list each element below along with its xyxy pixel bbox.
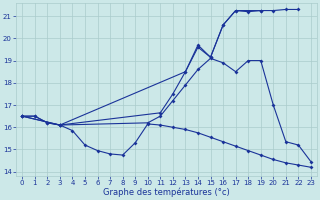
X-axis label: Graphe des températures (°c): Graphe des températures (°c) <box>103 188 230 197</box>
